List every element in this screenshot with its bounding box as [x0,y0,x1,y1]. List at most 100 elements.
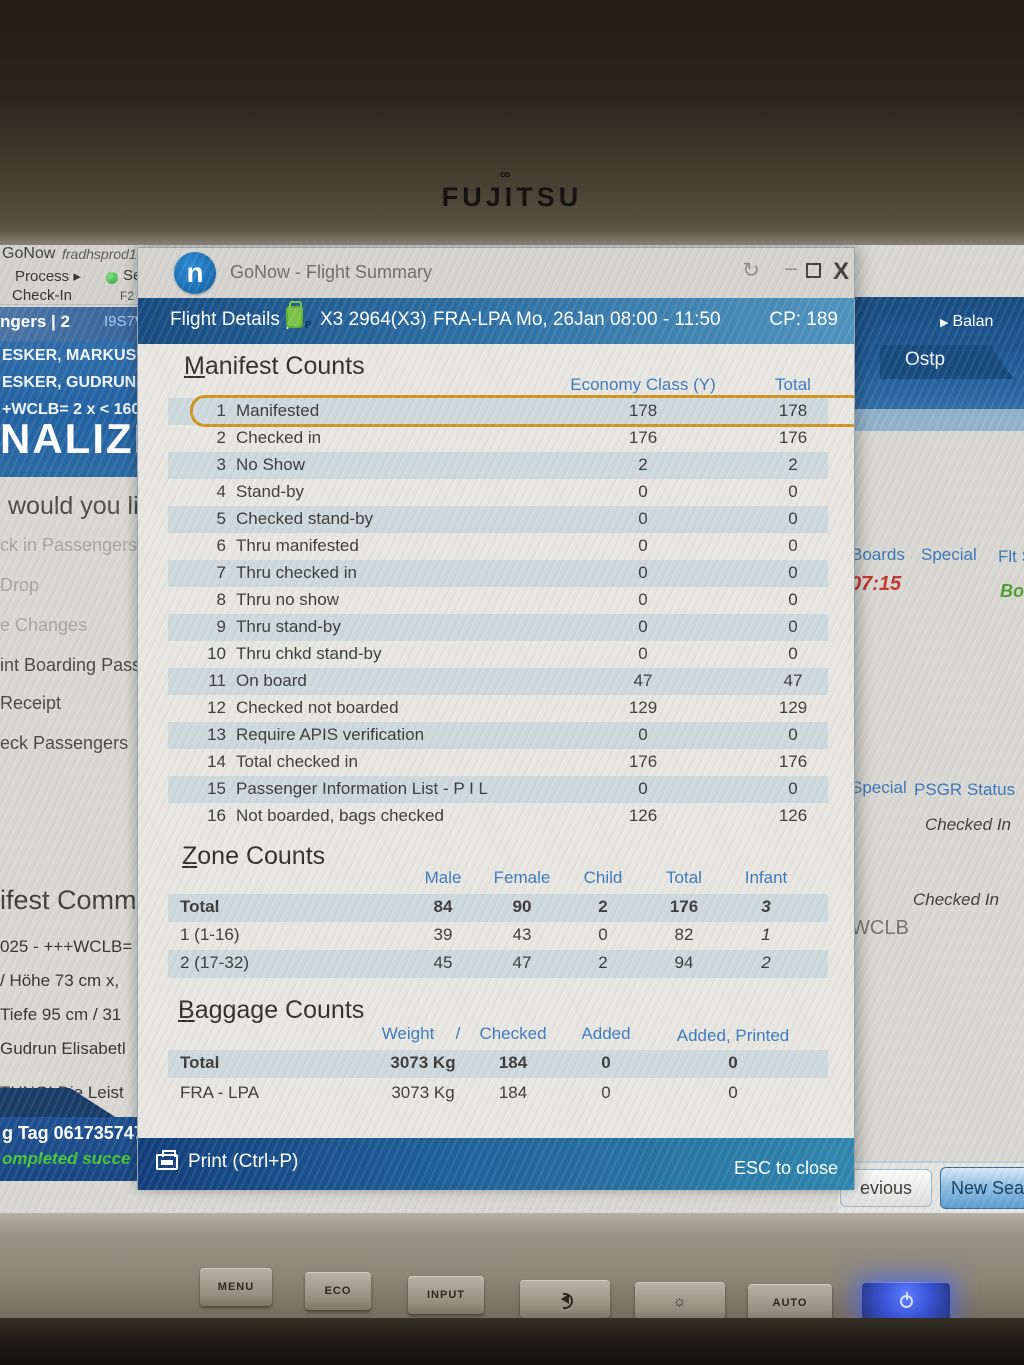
action-bag-drop[interactable]: Drop [0,575,40,595]
manifest-row[interactable]: 6 Thru manifested 0 0 [216,536,798,555]
background-right-header: ▶ Balan Ostp [845,297,1024,409]
col-female: Female [493,868,551,887]
background-right-band [845,409,1024,431]
col-boards: Boards [851,545,905,564]
ostp-tab[interactable]: Ostp [905,349,946,370]
new-search-button[interactable]: New Sea [940,1167,1024,1209]
environment-label: fradhsprod139,. [62,246,161,262]
maximize-icon[interactable] [806,263,821,278]
passenger-name: ESKER, MARKUS Her [2,347,168,364]
close-icon[interactable]: X [832,258,849,285]
dialog-footer: Print (Ctrl+P) ESC to close [138,1138,854,1190]
action-prompt: would you li [8,492,139,520]
manifest-counts-title: Manifest Counts [184,352,365,380]
flight-details-header: Flight Details | P X3 2964(X3) FRA-LPA M… [138,298,854,344]
col-child: Child [583,868,623,887]
manifest-row[interactable]: 12 Checked not boarded 129 129 [207,698,808,717]
col-added-printed: Added, Printed [676,1026,790,1045]
special-value: WCLB [851,917,909,939]
minimize-icon[interactable]: _ [785,250,797,272]
menu-process[interactable]: Process ▸ [15,268,81,285]
col-economy-class: Economy Class (Y) [570,375,716,394]
flight-summary-dialog: n GoNow - Flight Summary ↻ _ X Flight De… [137,247,855,1190]
comment-line: 025 - +++WCLB= [0,937,133,956]
search-status-icon [106,272,118,284]
monitor-screen: GoNow fradhsprod139,. Process ▸ Searc Ch… [0,245,1024,1213]
gonow-logo-icon: n [174,252,216,294]
col-total: Total [775,375,811,394]
boarding-time: 07:15 [850,573,902,595]
monitor-input-button[interactable]: INPUT [408,1276,484,1314]
manifest-row[interactable]: 9 Thru stand-by 0 0 [168,614,828,641]
refresh-icon[interactable]: ↻ [742,259,760,282]
bag-tag-number: g Tag 061735747 [2,1123,144,1143]
manifest-row[interactable]: 10 Thru chkd stand-by 0 0 [207,644,798,663]
speaker-icon [561,1293,573,1309]
manifest-row[interactable]: 11 On board 47 47 [168,668,828,695]
col-special-2: Special [851,778,907,797]
monitor-bezel-top: ∞ FUJITSU [0,0,1024,248]
manifest-row[interactable]: 5 Checked stand-by 0 0 [168,506,828,533]
col-flt-status: Flt S [998,547,1024,566]
manifest-row[interactable]: 7 Thru checked in 0 0 [168,560,828,587]
monitor-brightness-button[interactable]: ☼ [635,1282,725,1320]
baggage-row: FRA - LPA 3073 Kg 184 0 0 [180,1083,738,1102]
comment-line: Gudrun Elisabetl [0,1039,126,1058]
action-receipt[interactable]: Receipt [0,693,62,713]
col-weight: Weight [381,1024,435,1043]
flight-number: X3 2964(X3) [320,309,427,330]
col-checked: Checked [479,1024,547,1043]
col-male: Male [424,868,462,887]
printer-icon [156,1150,178,1170]
monitor-auto-button[interactable]: AUTO [748,1284,832,1322]
monitor-bezel-bottom [0,1213,1024,1325]
action-print-boarding-pass[interactable]: int Boarding Pass [0,655,142,675]
col-added: Added [581,1024,631,1043]
dialog-titlebar[interactable]: n GoNow - Flight Summary ↻ _ X [138,248,854,298]
zone-counts-title: Zone Counts [182,842,326,870]
monitor-power-button[interactable] [862,1282,950,1320]
manifest-row[interactable]: 16 Not boarded, bags checked 126 126 [207,806,808,825]
action-uncheck-passengers[interactable]: eck Passengers [0,733,129,753]
monitor-eco-button[interactable]: ECO [305,1272,371,1310]
baggage-icon-p: P [305,320,312,331]
flight-details-label: Flight Details | [170,309,291,330]
manifest-row[interactable]: 2 Checked in 176 176 [216,428,808,447]
psgr-status-value: Checked In [913,890,999,909]
monitor-brand-logo: FUJITSU [441,182,583,212]
bag-info-line: +WCLB= 2 x < 160W [2,401,156,418]
col-slash: / [455,1024,461,1043]
flight-datetime: Mo, 26Jan 08:00 - 11:50 [516,309,721,330]
col-infant: Infant [744,868,788,887]
desk-surface [0,1318,1024,1365]
balance-link[interactable]: ▶ Balan [940,313,994,330]
ostp-tab-shape [880,345,1014,379]
manifest-row[interactable]: 8 Thru no show 0 0 [216,590,798,609]
power-icon [899,1291,913,1308]
dialog-body: Manifest Counts Economy Class (Y) Total … [138,344,854,1138]
action-checkin-passengers[interactable]: ck in Passengers [0,535,138,555]
checkin-shortcut: F2 [120,289,135,303]
passengers-count: ngers | 2 [0,312,70,331]
previous-button[interactable]: evious [840,1169,932,1207]
menu-checkin[interactable]: Check-In [12,287,73,304]
monitor-menu-button[interactable]: MENU [200,1268,272,1306]
baggage-icon [286,301,303,328]
manifest-row[interactable]: 3 No Show 2 2 [168,452,828,479]
manifest-row[interactable]: 15 Passenger Information List - P I L 0 … [168,776,828,803]
app-title: GoNow [2,245,56,262]
print-button[interactable]: Print (Ctrl+P) [188,1151,299,1172]
flight-status-value: Boa [1000,581,1024,601]
action-make-changes[interactable]: e Changes [0,615,88,635]
manifest-row-manifested[interactable]: 1 Manifested 178 178 [168,395,854,427]
col-special: Special [921,545,977,564]
zone-row: 1 (1-16) 39 43 0 82 1 [180,925,771,944]
col-psgr-status: PSGR Status [914,780,1016,799]
manifest-row[interactable]: 14 Total checked in 176 176 [207,752,808,771]
comment-line: / Höhe 73 cm x, [0,971,120,990]
manifest-row[interactable]: 4 Stand-by 0 0 [216,482,798,501]
manifest-row[interactable]: 13 Require APIS verification 0 0 [168,722,828,749]
finalize-banner: NALIZE [0,415,164,462]
monitor-volume-button[interactable] [520,1280,610,1318]
